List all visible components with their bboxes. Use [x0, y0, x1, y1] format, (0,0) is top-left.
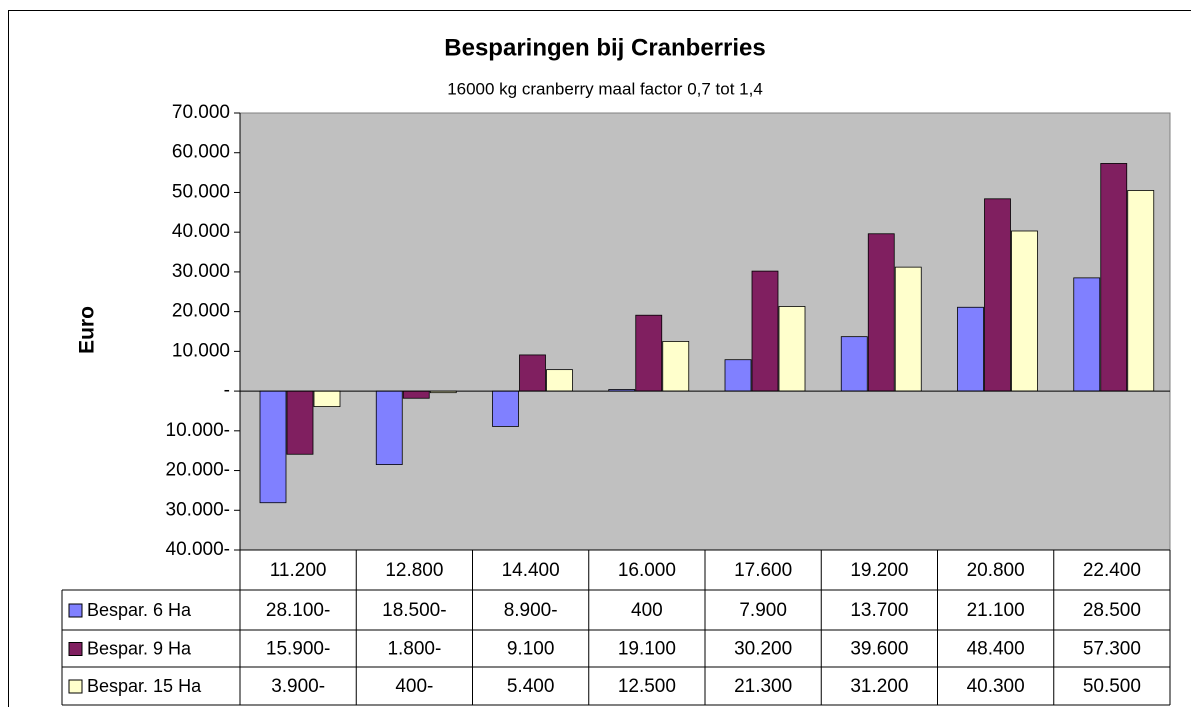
chart-title: Besparingen bij Cranberries: [444, 34, 765, 61]
table-value: 21.300: [734, 676, 792, 697]
table-value: 19.100: [618, 639, 676, 660]
x-tick-label: 22.400: [1083, 560, 1141, 581]
legend-label: Bespar. 6 Ha: [87, 600, 192, 620]
table-value: 39.600: [850, 639, 908, 660]
table-value: 12.500: [618, 676, 676, 697]
table-value: 57.300: [1083, 639, 1141, 660]
bar: [1100, 163, 1128, 392]
bar: [840, 336, 868, 392]
y-tick-label: 10.000: [172, 340, 230, 361]
bar: [662, 341, 690, 392]
y-tick-label: 50.000: [172, 181, 230, 202]
y-tick-label: -: [224, 380, 230, 401]
x-tick-label: 16.000: [618, 560, 676, 581]
y-tick-label: 60.000: [172, 142, 230, 163]
table-value: 40.300: [967, 676, 1025, 697]
bar: [724, 359, 752, 392]
bar: [259, 390, 287, 504]
legend-label: Bespar. 9 Ha: [87, 638, 192, 658]
bar: [1127, 190, 1155, 392]
y-tick-label: 70.000: [172, 102, 230, 123]
x-tick-label: 20.800: [967, 560, 1025, 581]
legend-key: [68, 642, 83, 656]
legend-key: [68, 603, 83, 618]
x-tick-label: 19.200: [850, 560, 908, 581]
bar: [867, 233, 895, 392]
y-tick-label: 20.000-: [166, 460, 230, 481]
table-value: 1.800-: [387, 639, 441, 660]
table-value: 50.500: [1083, 676, 1141, 697]
bar: [1073, 277, 1101, 392]
bar: [519, 354, 546, 392]
bar: [1011, 230, 1038, 392]
table-value: 21.100: [967, 600, 1025, 621]
x-tick-label: 14.400: [502, 560, 560, 581]
chart-subtitle: 16000 kg cranberry maal factor 0,7 tot 1…: [447, 79, 763, 98]
bar: [778, 306, 806, 392]
bar: [546, 369, 573, 392]
x-tick-label: 17.600: [734, 560, 792, 581]
table-value: 28.100-: [266, 600, 330, 621]
bar: [751, 270, 779, 392]
y-tick-label: 20.000: [172, 301, 230, 322]
y-tick-label: 30.000: [172, 261, 230, 282]
y-tick-label: 40.000-: [166, 539, 230, 560]
table-value: 28.500: [1083, 600, 1141, 621]
table-value: 9.100: [507, 639, 555, 660]
table-value: 3.900-: [271, 676, 325, 697]
y-tick-label: 30.000-: [166, 499, 230, 520]
bar: [894, 266, 922, 392]
y-tick-label: 40.000: [172, 221, 230, 242]
bar: [984, 198, 1011, 392]
bar: [957, 306, 984, 392]
table-value: 31.200: [850, 676, 908, 697]
x-tick-label: 11.200: [270, 560, 327, 581]
bar: [492, 390, 519, 427]
table-value: 48.400: [967, 639, 1025, 660]
y-axis-label: Euro: [76, 306, 99, 354]
table-value: 400-: [395, 676, 433, 697]
bar: [375, 390, 403, 465]
table-value: 5.400: [507, 676, 555, 697]
table-value: 30.200: [734, 639, 792, 660]
legend-key: [68, 679, 83, 694]
x-tick-label: 12.800: [385, 560, 443, 581]
bar: [313, 390, 341, 407]
y-tick-label: 10.000-: [166, 420, 230, 441]
table-value: 8.900-: [504, 600, 558, 621]
table-value: 15.900-: [266, 639, 330, 660]
bar: [635, 314, 663, 392]
table-value: 7.900: [739, 600, 787, 621]
legend-label: Bespar. 15 Ha: [87, 676, 202, 696]
table-value: 13.700: [850, 600, 908, 621]
bar: [286, 390, 314, 455]
bar: [402, 390, 430, 399]
table-value: 400: [631, 600, 663, 621]
table-value: 18.500-: [382, 600, 446, 621]
